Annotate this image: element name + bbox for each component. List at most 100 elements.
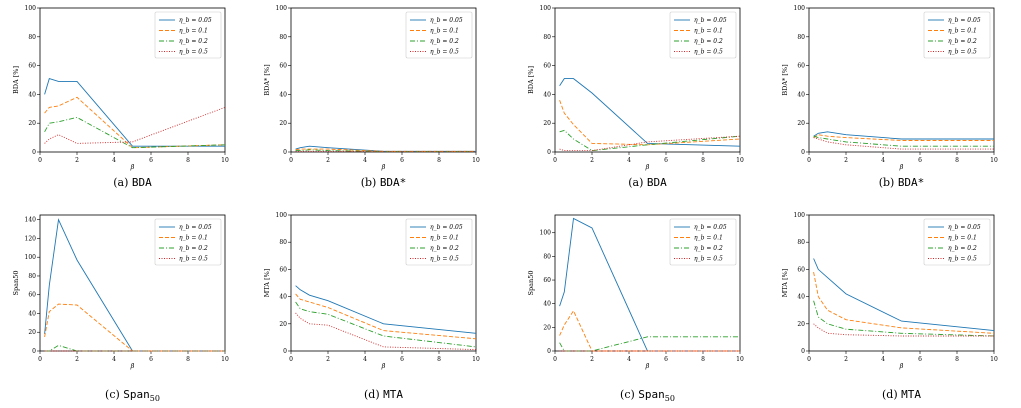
- legend-label: η_b = 0.1: [948, 28, 977, 35]
- series-line-3: [295, 301, 477, 348]
- x-tick-label: 6: [149, 157, 153, 164]
- series-line-2: [559, 309, 740, 352]
- subfigure-caption: (b) BDA*: [879, 176, 925, 189]
- y-tick-label: 100: [25, 5, 37, 12]
- plot-frame: [554, 7, 741, 153]
- x-tick-label: 8: [437, 157, 441, 164]
- y-tick-label: 100: [25, 254, 37, 261]
- legend-label: η_b = 0.2: [430, 38, 459, 45]
- y-tick-label: 20: [279, 120, 287, 127]
- x-tick-label: 4: [627, 356, 631, 363]
- y-axis-label: MTA [%]: [781, 269, 789, 298]
- x-tick-label: 10: [221, 157, 229, 164]
- plot-frame: [808, 7, 995, 153]
- y-tick-label: 80: [797, 34, 805, 41]
- x-tick-label: 2: [844, 356, 848, 363]
- y-tick-label: 20: [797, 120, 805, 127]
- y-tick-label: 0: [283, 348, 287, 355]
- legend-box: [923, 11, 991, 59]
- legend-label: η_b = 0.2: [179, 245, 208, 252]
- y-tick-label: 0: [32, 149, 36, 156]
- x-tick-label: 6: [664, 157, 668, 164]
- y-tick-label: 20: [28, 329, 36, 336]
- legend-label: η_b = 0.1: [694, 28, 723, 35]
- x-tick-label: 4: [112, 157, 116, 164]
- legend-label: η_b = 0.5: [179, 49, 208, 56]
- y-tick-label: 80: [543, 34, 551, 41]
- legend-box: [923, 218, 991, 266]
- x-tick-label: 8: [701, 356, 705, 363]
- series-line-3: [559, 336, 740, 352]
- x-tick-label: 8: [701, 157, 705, 164]
- y-tick-label: 60: [543, 277, 551, 284]
- x-tick-label: 2: [326, 356, 330, 363]
- y-tick-label: 100: [540, 230, 552, 237]
- y-tick-label: 80: [279, 34, 287, 41]
- x-tick-label: 10: [472, 157, 480, 164]
- y-axis-label: BDA* [%]: [781, 64, 789, 95]
- plot-frame: [290, 214, 477, 352]
- x-tick-label: 2: [75, 157, 79, 164]
- series-line-2: [813, 134, 994, 141]
- y-tick-label: 60: [543, 63, 551, 70]
- series-line-4: [813, 323, 994, 337]
- x-tick-label: 8: [955, 356, 959, 363]
- x-tick-label: 2: [590, 157, 594, 164]
- x-axis-label: β: [130, 362, 135, 370]
- x-tick-label: 6: [918, 356, 922, 363]
- x-tick-label: 4: [363, 157, 367, 164]
- legend-label: η_b = 0.5: [694, 49, 723, 56]
- series-line-3: [559, 129, 741, 152]
- y-tick-label: 20: [28, 120, 36, 127]
- legend-label: η_b = 0.5: [694, 256, 723, 263]
- legend: η_b = 0.05 η_b = 0.1 η_b = 0.2 η_b = 0.5: [923, 218, 991, 266]
- x-axis-label: β: [381, 163, 386, 171]
- legend-label: η_b = 0.5: [948, 256, 977, 263]
- legend-label: η_b = 0.1: [430, 235, 459, 242]
- x-tick-label: 10: [736, 356, 744, 363]
- x-tick-label: 8: [955, 157, 959, 164]
- y-axis-label: Span50: [527, 271, 535, 296]
- legend-label: η_b = 0.5: [430, 256, 459, 263]
- legend-label: η_b = 0.05: [948, 17, 981, 24]
- y-tick-label: 0: [547, 149, 551, 156]
- y-tick-label: 60: [797, 266, 805, 273]
- legend-label: η_b = 0.05: [694, 17, 727, 24]
- y-tick-label: 120: [25, 235, 37, 242]
- x-tick-label: 4: [881, 157, 885, 164]
- x-tick-label: 8: [186, 356, 190, 363]
- series-line-2: [44, 303, 225, 352]
- y-tick-label: 20: [279, 321, 287, 328]
- x-tick-label: 2: [326, 157, 330, 164]
- x-tick-label: 2: [75, 356, 79, 363]
- y-axis-label: Span50: [12, 271, 20, 296]
- x-tick-label: 0: [807, 157, 811, 164]
- subfigure-caption: (a) BDA: [113, 176, 152, 189]
- legend-label: η_b = 0.1: [179, 28, 208, 35]
- x-tick-label: 0: [553, 356, 557, 363]
- series-line-1: [295, 285, 477, 334]
- x-tick-label: 0: [807, 356, 811, 363]
- legend: η_b = 0.05 η_b = 0.1 η_b = 0.2 η_b = 0.5: [405, 11, 473, 59]
- x-tick-label: 10: [990, 356, 998, 363]
- x-tick-label: 0: [38, 356, 42, 363]
- legend-label: η_b = 0.05: [179, 224, 212, 231]
- y-tick-label: 0: [32, 348, 36, 355]
- y-axis-label: BDA* [%]: [263, 64, 271, 95]
- y-axis-label: BDA [%]: [12, 66, 20, 94]
- subfigure-caption: (d) MTA: [882, 388, 921, 401]
- y-tick-label: 100: [276, 5, 288, 12]
- x-tick-label: 8: [186, 157, 190, 164]
- y-tick-label: 40: [543, 301, 551, 308]
- x-tick-label: 4: [363, 356, 367, 363]
- legend-label: η_b = 0.1: [179, 235, 208, 242]
- y-tick-label: 80: [279, 239, 287, 246]
- y-tick-label: 0: [283, 149, 287, 156]
- legend-label: η_b = 0.2: [430, 245, 459, 252]
- series-line-3: [44, 344, 225, 352]
- legend: η_b = 0.05 η_b = 0.1 η_b = 0.2 η_b = 0.5: [154, 218, 222, 266]
